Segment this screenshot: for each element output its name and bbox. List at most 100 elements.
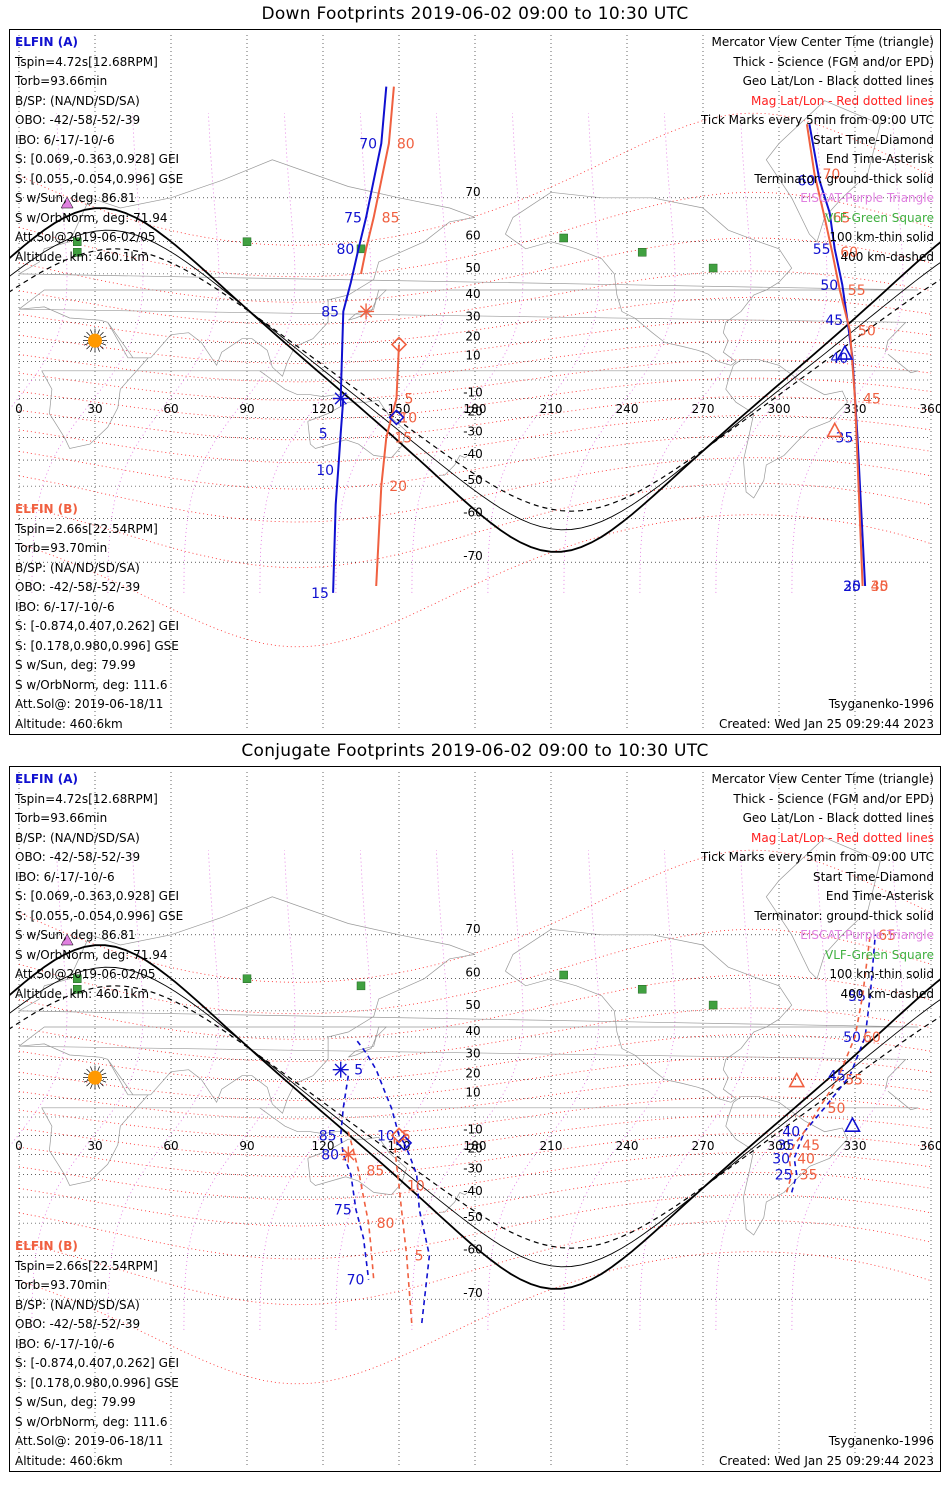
- legend-line: 100 km-thin solid: [829, 967, 934, 981]
- elfin-a-track: [355, 1038, 405, 1144]
- mag-lon-line: [183, 113, 296, 593]
- lat-tick-label: -60: [463, 1242, 483, 1256]
- info-line: S: [-0.874,0.407,0.262] GEI: [15, 619, 180, 633]
- elfin-a-track: [332, 398, 345, 593]
- lon-tick-label: 90: [239, 402, 254, 416]
- coastline: [439, 1189, 471, 1213]
- model-label: Tsyganenko-1996: [828, 697, 934, 711]
- track-time-label: 45: [825, 313, 843, 329]
- end-asterisk-marker: [340, 1146, 357, 1163]
- sun-icon: [88, 1070, 102, 1085]
- lat-tick-label: 30: [465, 1046, 480, 1060]
- coastline: [259, 370, 349, 397]
- coastline: [17, 896, 919, 1047]
- vlf-station-square: [637, 247, 647, 257]
- info-line: B/SP: (NA/ND/SD/SA): [15, 830, 140, 845]
- legend-line: EISCAT-Purple Triangle: [800, 191, 934, 205]
- info-line: IBO: 6/-17/-10/-6: [15, 869, 115, 884]
- legend-line: Mag Lat/Lon - Red dotted lines: [750, 93, 934, 108]
- legend-line: Start Time-Diamond: [812, 869, 934, 884]
- sun-ray: [97, 346, 100, 352]
- info-line: OBO: -42/-58/-52/-39: [15, 113, 141, 127]
- lat-tick-label: 20: [465, 1067, 480, 1081]
- map-canvas: 0306090120150180210240270300330360706050…: [10, 772, 940, 1467]
- legend-line: Geo Lat/Lon - Black dotted lines: [742, 811, 934, 825]
- coastline: [725, 1096, 848, 1236]
- elfin-b-title: ELFIN (B): [15, 502, 78, 516]
- coastline: [107, 954, 476, 1114]
- track-time-label: 5: [404, 391, 413, 407]
- track-time-label: 35: [800, 1168, 818, 1184]
- legend-line: Mag Lat/Lon - Red dotted lines: [750, 830, 934, 845]
- info-line: IBO: 6/-17/-10/-6: [15, 1336, 115, 1351]
- vlf-station-square: [637, 984, 647, 994]
- sun-ray: [101, 1079, 107, 1083]
- track-time-label: 45: [802, 1138, 820, 1154]
- footer: Tsyganenko-1996 Created: Wed Jan 25 09:2…: [719, 1432, 934, 1471]
- lat-tick-label: -20: [463, 404, 483, 418]
- sun-ray: [83, 335, 89, 339]
- info-line: S: [0.069,-0.363,0.928] GEI: [15, 889, 180, 903]
- model-label: Tsyganenko-1996: [828, 1434, 934, 1448]
- terminator-ground: [10, 944, 940, 1290]
- info-line: S w/Sun, deg: 86.81: [15, 191, 136, 205]
- track-time-label: 70: [822, 167, 840, 183]
- lon-tick-label: 270: [692, 402, 715, 416]
- info-line: S w/OrbNorm, deg: 111.6: [15, 677, 168, 692]
- elfin-b-track: [805, 124, 864, 587]
- lon-tick-label: 0: [15, 402, 23, 416]
- lon-tick-label: 30: [87, 402, 102, 416]
- start-diamond-marker: [390, 1127, 408, 1144]
- lat-tick-label: 30: [465, 309, 480, 323]
- sun-ray: [86, 331, 91, 336]
- sun-ray: [97, 1066, 100, 1072]
- track-time-label: 40: [797, 1151, 815, 1167]
- mag-lat-line: [18, 191, 932, 278]
- end-asterisk-marker: [332, 1061, 349, 1078]
- track-time-label: 40: [871, 579, 889, 595]
- terminator-ground: [10, 207, 940, 553]
- sun-ray: [86, 345, 91, 350]
- legend-line: End Time-Asterisk: [825, 152, 934, 166]
- info-line: S: [0.069,-0.363,0.928] GEI: [15, 152, 180, 166]
- track-time-label: 5: [415, 1248, 424, 1264]
- track-time-label: 60: [840, 245, 858, 261]
- legend-line: Mercator View Center Time (triangle): [711, 35, 934, 49]
- vlf-station-square: [73, 247, 82, 257]
- track-time-label: 55: [845, 1073, 863, 1089]
- center-time-triangle: [826, 421, 844, 438]
- info-line: Torb=93.70min: [15, 541, 108, 555]
- info-line: S w/OrbNorm, deg: 111.6: [15, 1414, 168, 1429]
- legend-line: Mercator View Center Time (triangle): [711, 772, 934, 786]
- sun-ray: [99, 1068, 104, 1073]
- sun-ray: [101, 342, 107, 346]
- info-line: Altitude, km: 460.1km: [15, 249, 150, 264]
- track-time-label: 15: [311, 586, 329, 602]
- vlf-station-square: [73, 974, 82, 983]
- legend-line: Terminator: ground-thick solid: [754, 171, 934, 186]
- lat-tick-label: 40: [465, 287, 480, 301]
- coastline: [259, 1107, 349, 1134]
- terminator-400km: [10, 985, 940, 1249]
- track-time-label: 60: [863, 1030, 881, 1046]
- lon-tick-label: 240: [616, 402, 639, 416]
- legend-line: 100 km-thin solid: [829, 230, 934, 244]
- coastline: [765, 837, 881, 979]
- info-line: Att.Sol@: 2019-06-18/11: [15, 1434, 164, 1448]
- info-line: Altitude, km: 460.1km: [15, 986, 150, 1001]
- lon-tick-label: 90: [239, 1139, 254, 1153]
- lat-tick-label: 50: [465, 261, 480, 275]
- lon-tick-label: 360: [920, 1139, 940, 1153]
- lon-tick-label: 300: [768, 1139, 791, 1153]
- coastline: [765, 100, 881, 242]
- track-time-label: 80: [336, 242, 354, 258]
- info-line: S w/Sun, deg: 79.99: [15, 1395, 136, 1409]
- track-time-label: 60: [798, 173, 816, 189]
- track-time-label: 35: [871, 579, 889, 595]
- vlf-station-square: [559, 233, 568, 243]
- legend-line: Geo Lat/Lon - Black dotted lines: [742, 74, 934, 88]
- elfin-a-info: ELFIN (A) Tspin=4.72s[12.68RPM] Torb=93.…: [15, 33, 183, 267]
- track-time-label: 10: [377, 1128, 395, 1144]
- sun-ray: [99, 331, 104, 336]
- lon-tick-label: 240: [616, 1139, 639, 1153]
